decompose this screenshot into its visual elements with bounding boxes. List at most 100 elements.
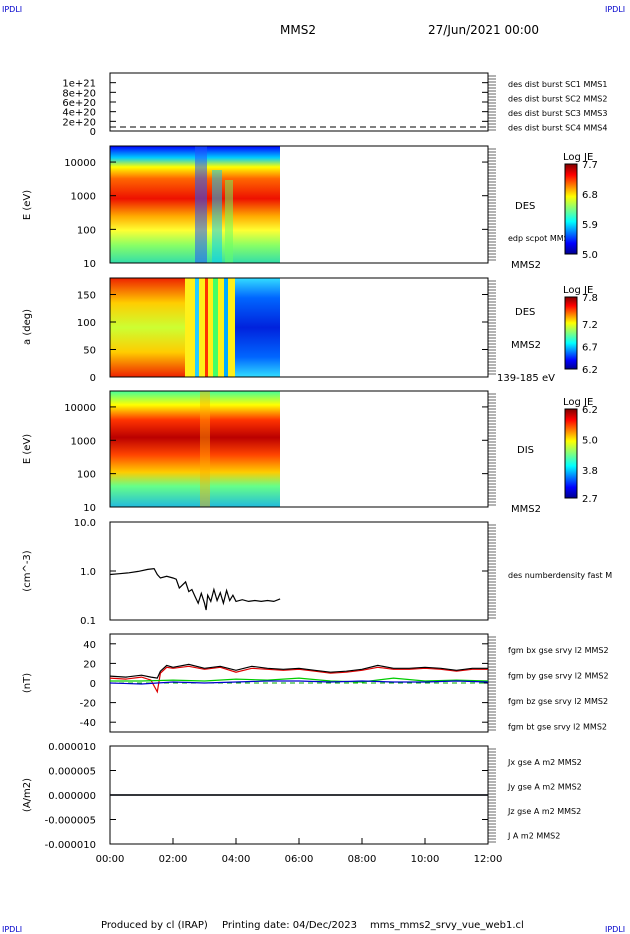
des-energy-spacecraft: MMS2 bbox=[511, 260, 541, 271]
dist-count-ytick-label: 6e+20 bbox=[62, 98, 96, 109]
fgm-legend-entry: fgm bz gse srvy l2 MMS2 bbox=[508, 697, 608, 706]
des-pitch-colorbar-tick: 6.7 bbox=[582, 343, 598, 354]
dist-count-ytick-label: 4e+20 bbox=[62, 108, 96, 119]
dist-count-legend-entry: des dist burst SC2 MMS2 bbox=[508, 95, 607, 104]
panel-fgm: (nT) 40 20 0 -20 -40 fgm bx gse srvy l2 MMS2… bbox=[22, 633, 609, 733]
dis-energy-colorbar bbox=[564, 408, 578, 499]
dis-energy-colorbar-tick: 5.0 bbox=[582, 436, 598, 447]
current-legend-entry: J A m2 MMS2 bbox=[507, 832, 560, 841]
corner-label-top-left: IPDLI bbox=[2, 5, 22, 14]
des-energy-ytick-label: 10000 bbox=[64, 158, 96, 169]
current-ytick-label: -0.000005 bbox=[45, 816, 96, 827]
time-axis-tick-label: 08:00 bbox=[348, 854, 377, 865]
des-energy-feature-dip-2 bbox=[225, 180, 233, 263]
current-ytick-label: 0.000005 bbox=[48, 767, 96, 778]
des-pitch-ytick-label: 50 bbox=[83, 346, 96, 357]
dis-energy-instrument: DIS bbox=[517, 445, 534, 456]
density-legend-entry: des numberdensity fast M bbox=[508, 571, 612, 580]
panel-des-pitch: a (deg) 150 100 50 0 DES MMS2 139-185 eV Lo… bbox=[22, 277, 598, 384]
dist-count-ytick-label: 8e+20 bbox=[62, 88, 96, 99]
des-pitch-stripe-4 bbox=[224, 278, 228, 377]
dis-energy-spectrogram bbox=[110, 391, 280, 507]
current-ytick-label: 0.000000 bbox=[48, 791, 96, 802]
des-energy-colorbar-tick: 5.0 bbox=[582, 250, 598, 261]
dis-energy-feature bbox=[200, 391, 210, 507]
des-energy-colorbar-tick: 7.7 bbox=[582, 160, 598, 171]
des-pitch-colorbar-tick: 7.8 bbox=[582, 293, 598, 304]
dis-energy-ytick-label: 1000 bbox=[71, 436, 96, 447]
current-legend-entry: Jy gse A m2 MMS2 bbox=[507, 783, 582, 792]
fgm-series-line-1 bbox=[110, 677, 489, 683]
dis-energy-colorbar-label: Log JE bbox=[563, 397, 593, 408]
time-axis-tick-label: 10:00 bbox=[411, 854, 440, 865]
time-axis-tick-label: 12:00 bbox=[474, 854, 503, 865]
density-ytick-label: 0.1 bbox=[80, 616, 96, 627]
des-energy-colorbar bbox=[564, 163, 578, 255]
header-spacecraft: MMS2 bbox=[280, 23, 316, 37]
des-pitch-ytick-label: 150 bbox=[77, 291, 96, 302]
fgm-ytick-label: -40 bbox=[80, 718, 96, 729]
time-axis-tick-label: 04:00 bbox=[222, 854, 251, 865]
fgm-ylabel: (nT) bbox=[22, 673, 33, 693]
des-energy-ylabel: E (eV) bbox=[22, 190, 33, 220]
corner-label-bottom-right: IPDLI bbox=[605, 925, 625, 934]
des-pitch-spacecraft: MMS2 bbox=[511, 340, 541, 351]
des-pitch-ytick-label: 100 bbox=[77, 318, 96, 329]
fgm-ytick-label: 20 bbox=[83, 659, 96, 670]
density-ylabel: (cm^-3) bbox=[22, 550, 33, 591]
des-energy-overlay-label: edp scpot MMS2 bbox=[508, 234, 574, 243]
current-ytick-label: -0.000010 bbox=[45, 840, 96, 851]
des-pitch-stripe-1 bbox=[195, 278, 199, 377]
des-energy-colorbar-tick: 6.8 bbox=[582, 190, 598, 201]
des-pitch-colorbar-tick: 6.2 bbox=[582, 365, 598, 376]
panel-des-pitch-frame bbox=[109, 277, 489, 378]
dis-energy-ytick-label: 100 bbox=[77, 470, 96, 481]
fgm-series-line-0 bbox=[109, 665, 488, 694]
des-pitch-ytick-label: 0 bbox=[90, 373, 96, 384]
header-datetime: 27/Jun/2021 00:00 bbox=[428, 23, 539, 37]
des-pitch-instrument: DES bbox=[515, 307, 535, 318]
des-energy-ytick-label: 10 bbox=[83, 259, 96, 270]
des-energy-ytick-label: 100 bbox=[77, 225, 96, 236]
fgm-ytick-label: 40 bbox=[83, 640, 96, 651]
time-axis-tick-label: 02:00 bbox=[159, 854, 188, 865]
des-pitch-stripe-2 bbox=[205, 278, 208, 377]
density-ytick-label: 10.0 bbox=[74, 518, 96, 529]
corner-label-bottom-left: IPDLI bbox=[2, 925, 22, 934]
time-axis-tick-label: 00:00 bbox=[96, 854, 125, 865]
dist-count-legend-entry: des dist burst SC4 MMS4 bbox=[508, 124, 607, 133]
dis-energy-ylabel: E (eV) bbox=[22, 434, 33, 464]
corner-label-top-right: IPDLI bbox=[605, 5, 625, 14]
des-pitch-energy-range: 139-185 eV bbox=[497, 373, 555, 384]
des-pitch-ylabel: a (deg) bbox=[22, 309, 33, 345]
fgm-series-line-3 bbox=[109, 663, 488, 679]
des-pitch-stripe-3 bbox=[213, 278, 218, 377]
fgm-ytick-label: -20 bbox=[80, 699, 96, 710]
dis-energy-spacecraft: MMS2 bbox=[511, 504, 541, 515]
density-series-line-0 bbox=[109, 567, 281, 611]
panel-dist-count-frame bbox=[109, 72, 489, 132]
panel-density: (cm^-3) 10.0 1.0 0.1 des numberdensity fas… bbox=[22, 518, 612, 627]
des-energy-instrument: DES bbox=[515, 201, 535, 212]
fgm-legend-entry: fgm by gse srvy l2 MMS2 bbox=[508, 672, 609, 681]
current-ytick-label: 0.000010 bbox=[48, 742, 96, 753]
panel-current: (A/m2) 0.000010 0.000005 0.000000 -0.000005… bbox=[22, 742, 582, 865]
des-pitch-spectrogram-a bbox=[110, 278, 185, 377]
fgm-legend-entry: fgm bt gse srvy l2 MMS2 bbox=[508, 723, 607, 732]
panel-dis-energy-frame bbox=[109, 390, 489, 508]
footer-printing-date: Printing date: 04/Dec/2023 bbox=[222, 920, 357, 931]
dis-energy-ytick-label: 10000 bbox=[64, 403, 96, 414]
des-energy-feature-low bbox=[195, 146, 207, 263]
des-energy-feature-dip bbox=[212, 170, 222, 263]
des-pitch-colorbar bbox=[564, 296, 578, 370]
dist-count-ytick-label: 2e+20 bbox=[62, 117, 96, 128]
footer-produced-by: Produced by cl (IRAP) bbox=[101, 920, 208, 931]
des-energy-colorbar-tick: 5.9 bbox=[582, 220, 598, 231]
dist-count-legend-entry: des dist burst SC3 MMS3 bbox=[508, 109, 607, 118]
des-energy-ytick-label: 1000 bbox=[71, 192, 96, 203]
current-ylabel: (A/m2) bbox=[22, 778, 33, 812]
des-pitch-spectrogram-b bbox=[235, 278, 280, 377]
fgm-series-line-2 bbox=[109, 680, 489, 685]
dis-energy-ytick-label: 10 bbox=[83, 503, 96, 514]
